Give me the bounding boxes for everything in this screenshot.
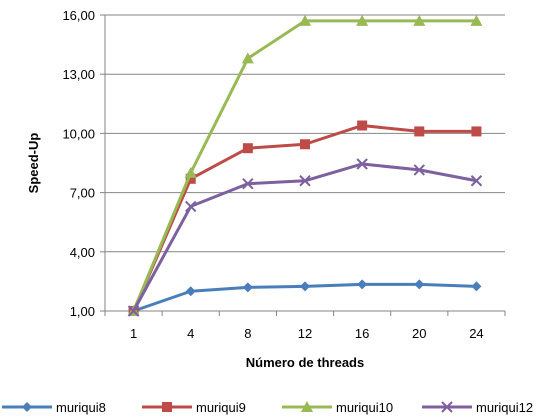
diamond-marker <box>357 279 367 289</box>
diamond-marker <box>243 282 253 292</box>
x-tick-label: 16 <box>355 326 369 341</box>
legend-label: muriqui8 <box>56 400 106 415</box>
square-marker <box>300 139 310 149</box>
y-tick-label: 10,00 <box>62 126 95 141</box>
series-muriqui10 <box>128 15 483 316</box>
square-marker <box>471 126 481 136</box>
square-marker <box>414 126 424 136</box>
legend-label: muriqui10 <box>336 400 393 415</box>
triangle-marker <box>185 167 197 178</box>
gridlines <box>105 15 505 252</box>
y-tick-label: 16,00 <box>62 8 95 23</box>
diamond-marker <box>300 281 310 291</box>
x-tick-label: 1 <box>130 326 137 341</box>
series-muriqui12 <box>129 159 482 316</box>
x-tick-label: 12 <box>298 326 312 341</box>
y-tick-label: 1,00 <box>70 304 95 319</box>
legend: muriqui8 muriqui9 muriqui10 muriqui12 <box>2 400 533 415</box>
x-tick-labels: 1 4 8 12 16 20 24 <box>130 326 484 341</box>
x-tick-label: 8 <box>244 326 251 341</box>
legend-item: muriqui9 <box>142 400 246 415</box>
y-tick-label: 4,00 <box>70 245 95 260</box>
legend-item: muriqui12 <box>422 400 533 415</box>
square-marker <box>243 143 253 153</box>
legend-label: muriqui12 <box>476 400 533 415</box>
x-tick-label: 20 <box>412 326 426 341</box>
series-group <box>128 15 483 316</box>
y-axis-label: Speed-Up <box>26 133 41 194</box>
axes <box>100 15 505 316</box>
y-tick-label: 7,00 <box>70 186 95 201</box>
legend-item: muriqui8 <box>2 400 106 415</box>
legend-item: muriqui10 <box>282 400 393 415</box>
diamond-marker <box>22 402 32 412</box>
series-line <box>134 21 477 311</box>
diamond-marker <box>186 286 196 296</box>
x-axis-label: Número de threads <box>246 355 364 370</box>
square-marker <box>162 402 172 412</box>
diamond-marker <box>414 279 424 289</box>
square-marker <box>357 121 367 131</box>
legend-label: muriqui9 <box>196 400 246 415</box>
y-tick-labels: 1,00 4,00 7,00 10,00 13,00 16,00 <box>62 8 95 319</box>
x-tick-label: 24 <box>469 326 483 341</box>
diamond-marker <box>471 281 481 291</box>
x-tick-label: 4 <box>187 326 194 341</box>
y-tick-label: 13,00 <box>62 67 95 82</box>
